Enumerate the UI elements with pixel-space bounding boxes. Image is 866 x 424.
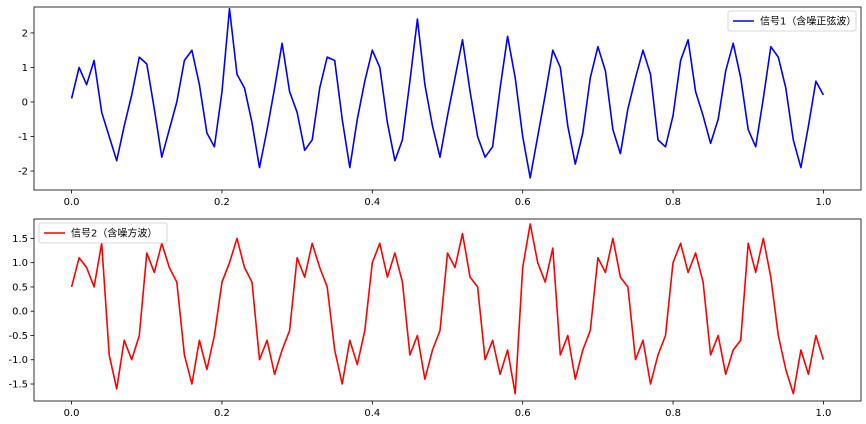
legend: 信号1（含噪正弦波） — [727, 10, 857, 32]
y-tick-label: 1.5 — [12, 234, 28, 245]
x-tick-label: 1.0 — [815, 408, 831, 419]
y-tick-label: -1 — [18, 132, 28, 143]
y-tick-label: 2 — [22, 28, 28, 39]
legend-box — [727, 10, 857, 32]
x-tick-label: 0.4 — [364, 197, 380, 208]
x-tick-label: 0.0 — [64, 197, 80, 208]
y-tick-label: 1.0 — [12, 258, 28, 269]
chart-panel-signal-2: 0.0 0.2 0.4 0.6 0.8 1.0 -1.5 -1.0 -0.5 0.0 0.5 1.0 1… — [8, 218, 862, 419]
y-tick-label: 0.5 — [12, 282, 28, 293]
y-tick-label: 0.0 — [12, 307, 28, 318]
legend-label: 信号2（含噪方波） — [71, 227, 157, 240]
x-tick-label: 0.8 — [665, 408, 681, 419]
x-tick-label: 0.0 — [64, 408, 80, 419]
y-tick-label: -2 — [18, 167, 28, 178]
x-tick-label: 0.8 — [665, 197, 681, 208]
series-line-0-0 — [70, 7, 825, 179]
y-tick-label: 1 — [22, 63, 28, 74]
y-tick-label: -0.5 — [8, 331, 28, 342]
x-tick-label: 0.6 — [515, 408, 531, 419]
series-line-1-0 — [70, 223, 825, 395]
y-tick-label: -1.0 — [8, 355, 28, 366]
y-tick-label: -1.5 — [8, 380, 28, 391]
legend-label: 信号1（含噪正弦波） — [760, 15, 856, 28]
x-tick-label: 0.4 — [364, 408, 380, 419]
y-tick-label: 0 — [22, 97, 28, 108]
chart-panel-signal-1: 0.0 0.2 0.4 0.6 0.8 1.0 -2 -1 0 1 2 信号1（含噪正弦波） — [18, 6, 862, 208]
x-tick-label: 0.6 — [515, 197, 531, 208]
x-tick-label: 0.2 — [214, 197, 230, 208]
plot-frame — [33, 218, 862, 402]
plot-frame — [33, 6, 862, 191]
x-tick-label: 0.2 — [214, 408, 230, 419]
legend: 信号2（含噪方波） — [38, 222, 168, 244]
legend-box — [38, 222, 168, 244]
x-tick-label: 1.0 — [815, 197, 831, 208]
